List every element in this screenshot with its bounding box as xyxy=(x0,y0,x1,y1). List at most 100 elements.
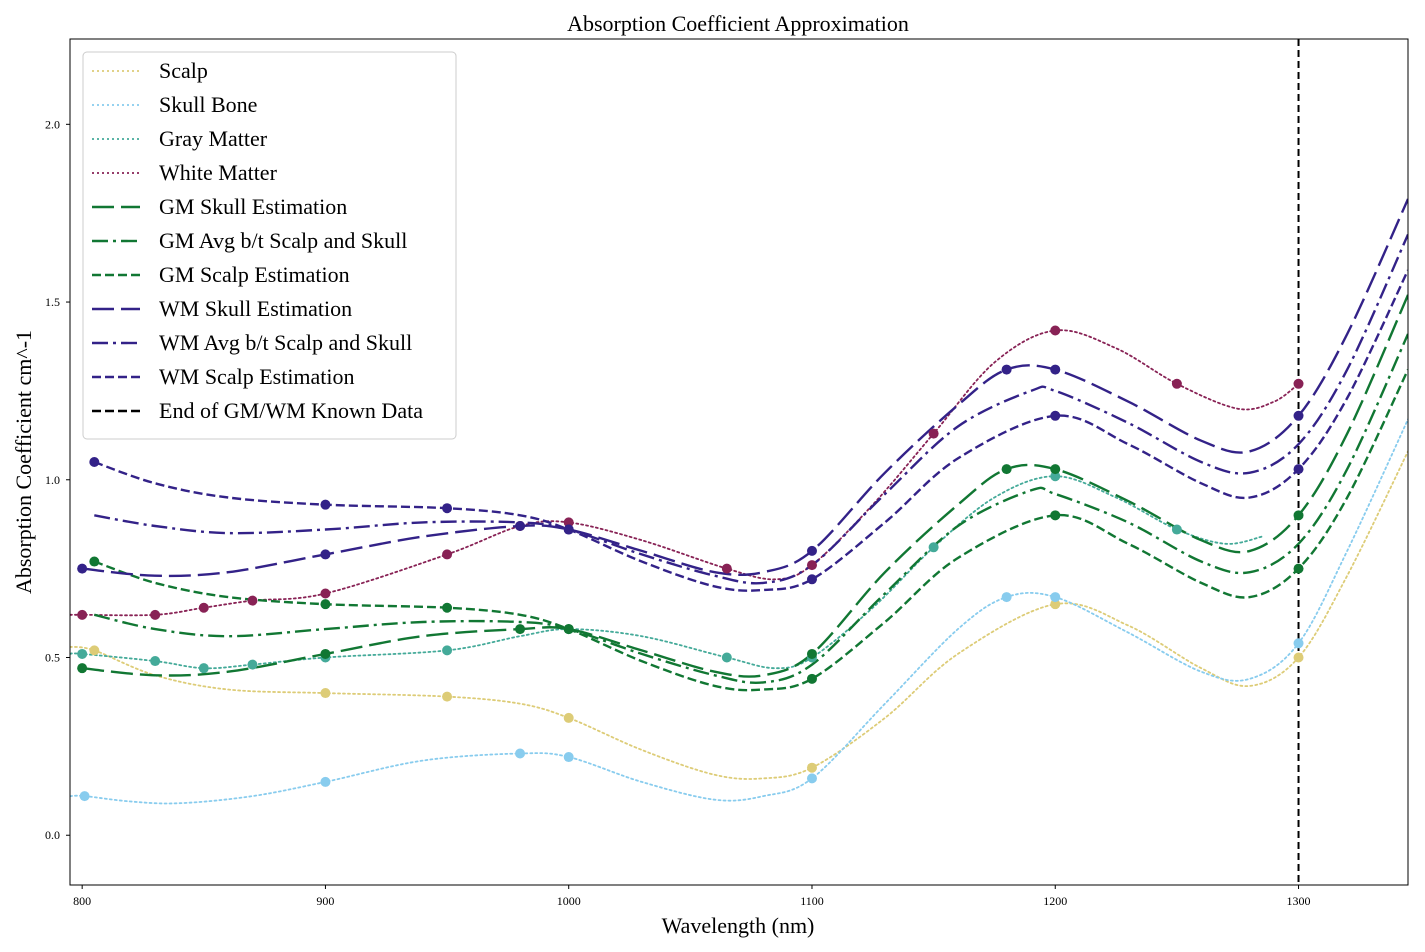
data-point-5-5 xyxy=(806,648,817,659)
data-point-1-6 xyxy=(1050,599,1061,610)
x-tick-label: 1000 xyxy=(557,894,581,908)
data-point-2-2 xyxy=(320,776,331,787)
data-point-7-4 xyxy=(563,624,574,635)
data-point-8-5 xyxy=(806,545,817,556)
data-point-3-6 xyxy=(442,645,453,656)
series-line-6 xyxy=(94,333,1408,685)
data-point-4-11 xyxy=(928,428,939,439)
data-point-4-5 xyxy=(320,588,331,599)
series-line-5 xyxy=(82,294,1408,678)
data-point-8-7 xyxy=(1050,364,1061,375)
legend-label: Scalp xyxy=(159,58,208,83)
data-point-1-4 xyxy=(563,712,574,723)
y-tick-label: 0.0 xyxy=(45,828,60,842)
data-point-1-2 xyxy=(320,688,331,699)
data-point-8-8 xyxy=(1293,410,1304,421)
data-point-4-10 xyxy=(806,560,817,571)
data-point-10-6 xyxy=(1050,410,1061,421)
data-point-3-3 xyxy=(198,663,209,674)
data-point-4-4 xyxy=(247,595,258,606)
legend-label: GM Avg b/t Scalp and Skull xyxy=(159,228,407,253)
y-tick-label: 0.5 xyxy=(45,651,60,665)
data-point-4-13 xyxy=(1171,378,1182,389)
legend-label: End of GM/WM Known Data xyxy=(159,398,423,423)
legend-label: WM Avg b/t Scalp and Skull xyxy=(159,330,412,355)
legend-label: WM Scalp Estimation xyxy=(159,364,355,389)
series-line-7 xyxy=(93,369,1408,692)
data-point-1-1 xyxy=(89,645,100,656)
data-point-5-3 xyxy=(515,624,526,635)
data-point-2-6 xyxy=(1001,592,1012,603)
plot-frame xyxy=(69,38,1409,886)
data-point-3-11 xyxy=(1050,471,1061,482)
data-point-10-4 xyxy=(563,524,574,535)
legend-box xyxy=(82,51,457,440)
data-point-2-4 xyxy=(563,752,574,763)
x-tick-label: 1200 xyxy=(1043,894,1067,908)
data-point-4-2 xyxy=(150,609,161,620)
legend-label: Skull Bone xyxy=(159,92,257,117)
data-point-4-3 xyxy=(198,602,209,613)
x-tick-label: 1300 xyxy=(1287,894,1311,908)
data-point-3-10 xyxy=(928,542,939,553)
series-line-4 xyxy=(70,329,1300,617)
data-point-7-1 xyxy=(89,556,100,567)
data-point-8-2 xyxy=(320,549,331,560)
axis-ticks: 800 900 1000 1100 1200 1300 0.0 0.5 1.0 1.5 2.0 xyxy=(45,117,1311,908)
data-point-8-6 xyxy=(1001,364,1012,375)
data-point-8-3 xyxy=(515,520,526,531)
data-point-2-5 xyxy=(806,773,817,784)
data-point-7-2 xyxy=(320,599,331,610)
data-point-1-3 xyxy=(442,691,453,702)
data-point-2-3 xyxy=(515,748,526,759)
legend: Scalp Skull Bone Gray Matter White Matter GM… xyxy=(82,51,457,440)
data-point-10-5 xyxy=(806,574,817,585)
data-point-4-8 xyxy=(563,517,574,528)
series-line-9 xyxy=(94,234,1408,585)
data-point-4-6 xyxy=(442,549,453,560)
series-line-10 xyxy=(93,269,1408,592)
data-point-2-7 xyxy=(1050,592,1061,603)
x-axis-label: Wavelength (nm) xyxy=(662,913,815,938)
series-line-2 xyxy=(70,418,1408,805)
data-point-7-7 xyxy=(1293,563,1304,574)
data-point-3-4 xyxy=(247,659,258,670)
legend-label: Gray Matter xyxy=(159,126,268,151)
x-tick-label: 800 xyxy=(73,894,91,908)
data-point-5-1 xyxy=(77,663,88,674)
legend-label: GM Skull Estimation xyxy=(159,194,347,219)
data-point-10-1 xyxy=(89,457,100,467)
data-point-2-1 xyxy=(79,791,90,802)
y-tick-label: 1.5 xyxy=(45,295,60,309)
series-line-1 xyxy=(70,450,1408,780)
data-point-7-3 xyxy=(442,602,453,613)
data-point-4-14 xyxy=(1293,378,1304,389)
data-point-4-1 xyxy=(77,609,88,620)
data-point-5-2 xyxy=(320,648,331,659)
data-point-3-8 xyxy=(721,652,732,663)
series-line-3 xyxy=(70,475,1263,670)
y-axis-label: Absorption Coefficient cm^-1 xyxy=(11,330,36,594)
data-point-10-2 xyxy=(320,499,331,510)
legend-label: GM Scalp Estimation xyxy=(159,262,350,287)
plot-area xyxy=(70,39,1408,885)
data-point-5-8 xyxy=(1293,510,1304,521)
data-point-3-2 xyxy=(150,656,161,667)
data-point-3-1 xyxy=(77,648,88,659)
legend-label: White Matter xyxy=(159,160,278,185)
data-point-2-8 xyxy=(1293,638,1304,649)
y-tick-label: 2.0 xyxy=(45,117,60,131)
data-point-7-5 xyxy=(806,673,817,684)
data-point-10-7 xyxy=(1293,464,1304,475)
data-point-1-7 xyxy=(1293,652,1304,663)
chart-title: Absorption Coefficient Approximation xyxy=(567,11,909,36)
data-point-4-9 xyxy=(721,563,732,574)
x-tick-label: 1100 xyxy=(800,894,824,908)
series-line-8 xyxy=(82,198,1408,578)
data-point-1-5 xyxy=(806,762,817,773)
data-point-7-6 xyxy=(1050,510,1061,521)
data-point-5-6 xyxy=(1001,464,1012,475)
legend-label: WM Skull Estimation xyxy=(159,296,352,321)
data-point-8-1 xyxy=(77,563,88,574)
